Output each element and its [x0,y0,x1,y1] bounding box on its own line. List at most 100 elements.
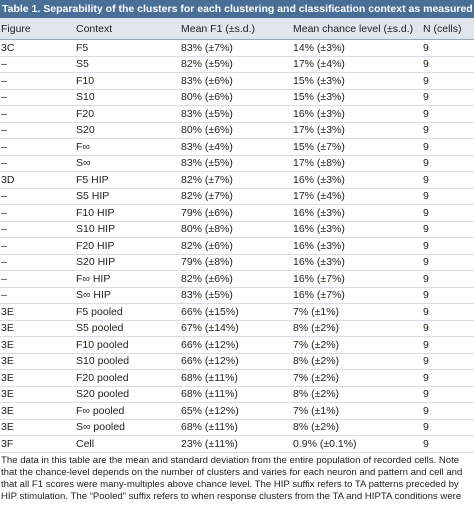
table-cell: 16% (±3%) [292,221,422,238]
column-header: N (cells) [422,18,474,40]
table-cell: 9 [422,204,474,222]
table-cell: S10 HIP [75,221,180,238]
table-cell: 66% (±12%) [180,353,292,370]
table-cell: 68% (±11%) [180,419,292,436]
table-cell: 68% (±11%) [180,386,292,403]
table-cell: 9 [422,155,474,172]
table-cell: 16% (±3%) [292,254,422,271]
table-row: – F10 HIP 79% (±6%) 16% (±3%) 9 [0,204,474,222]
table-cell: S10 pooled [75,353,180,370]
table-cell: S20 HIP [75,254,180,271]
table-cell: – [0,155,75,172]
table-cell: 3E [0,386,75,403]
table-row: 3E S20 pooled 68% (±11%) 8% (±2%) 9 [0,386,474,403]
table-cell: 9 [422,386,474,403]
table-cell: 9 [422,221,474,238]
table-cell: 15% (±3%) [292,72,422,90]
table-cell: 16% (±7%) [292,270,422,288]
table-cell: 17% (±4%) [292,56,422,73]
table-cell: – [0,204,75,222]
table-cell: 80% (±6%) [180,122,292,139]
table-row: – S5 82% (±5%) 17% (±4%) 9 [0,56,474,73]
table-cell: 17% (±3%) [292,122,422,139]
table-row: – S∞ 83% (±5%) 17% (±8%) 9 [0,155,474,172]
table-row: – S10 80% (±6%) 15% (±3%) 9 [0,89,474,106]
table-row: – F20 83% (±5%) 16% (±3%) 9 [0,105,474,123]
table-cell: 83% (±7%) [180,39,292,57]
table-cell: 82% (±6%) [180,237,292,255]
table-cell: – [0,89,75,106]
table-cell: 82% (±6%) [180,270,292,288]
table-cell: 3E [0,369,75,387]
table-cell: F5 [75,39,180,57]
table-cell: 82% (±7%) [180,171,292,189]
table-cell: – [0,254,75,271]
table-cell: 79% (±8%) [180,254,292,271]
table-cell: S∞ [75,155,180,172]
table-cell: S5 pooled [75,320,180,337]
table-row: – S20 80% (±6%) 17% (±3%) 9 [0,122,474,139]
table-cell: 8% (±2%) [292,386,422,403]
table-row: – F∞ 83% (±4%) 15% (±7%) 9 [0,138,474,156]
table-cell: 80% (±6%) [180,89,292,106]
table-cell: S20 pooled [75,386,180,403]
table-cell: 16% (±7%) [292,287,422,304]
table-cell: 3C [0,39,75,57]
table-cell: 9 [422,72,474,90]
table-cell: 9 [422,435,474,453]
table-cell: 67% (±14%) [180,320,292,337]
table-cell: 9 [422,270,474,288]
table-row: 3F Cell 23% (±11%) 0.9% (±0.1%) 9 [0,435,474,453]
table-cell: 3E [0,336,75,354]
table-cell: 80% (±8%) [180,221,292,238]
table-cell: – [0,72,75,90]
table-cell: 9 [422,188,474,205]
table-cell: S∞ pooled [75,419,180,436]
table-cell: – [0,138,75,156]
table-cell: 9 [422,369,474,387]
table-cell: 9 [422,237,474,255]
table-cell: F∞ pooled [75,402,180,420]
table-row: 3D F5 HIP 82% (±7%) 16% (±3%) 9 [0,171,474,189]
table-cell: 8% (±2%) [292,353,422,370]
table-cell: 23% (±11%) [180,435,292,453]
table-cell: 9 [422,171,474,189]
table-cell: 16% (±3%) [292,171,422,189]
table-title: Table 1. Separability of the clusters fo… [0,0,474,18]
table-row: – F∞ HIP 82% (±6%) 16% (±7%) 9 [0,270,474,288]
table-cell: F5 HIP [75,171,180,189]
table-cell: 16% (±3%) [292,204,422,222]
table-cell: – [0,270,75,288]
table-cell: 65% (±12%) [180,402,292,420]
column-header: Mean F1 (±s.d.) [180,18,292,40]
table-cell: 9 [422,122,474,139]
table-row: 3E F20 pooled 68% (±11%) 7% (±2%) 9 [0,369,474,387]
table-cell: 3E [0,419,75,436]
table-row: 3E S5 pooled 67% (±14%) 8% (±2%) 9 [0,320,474,337]
table-cell: F20 [75,105,180,123]
table-cell: – [0,122,75,139]
table-cell: – [0,287,75,304]
table-cell: S5 HIP [75,188,180,205]
table-cell: F10 [75,72,180,90]
table-cell: – [0,56,75,73]
table-cell: F20 HIP [75,237,180,255]
table-cell: 68% (±11%) [180,369,292,387]
table-cell: S5 [75,56,180,73]
table-cell: S∞ HIP [75,287,180,304]
table-cell: 3E [0,402,75,420]
table-cell: F∞ HIP [75,270,180,288]
table-row: – S10 HIP 80% (±8%) 16% (±3%) 9 [0,221,474,238]
table-note: The data in this table are the mean and … [1,454,465,505]
table-cell: 9 [422,39,474,57]
table-cell: 0.9% (±0.1%) [292,435,422,453]
table-cell: 3E [0,353,75,370]
table-cell: 3E [0,320,75,337]
table-cell: F∞ [75,138,180,156]
table-cell: 83% (±5%) [180,287,292,304]
table-cell: 9 [422,138,474,156]
table-row: 3E F10 pooled 66% (±12%) 7% (±2%) 9 [0,336,474,354]
table-cell: 9 [422,303,474,321]
